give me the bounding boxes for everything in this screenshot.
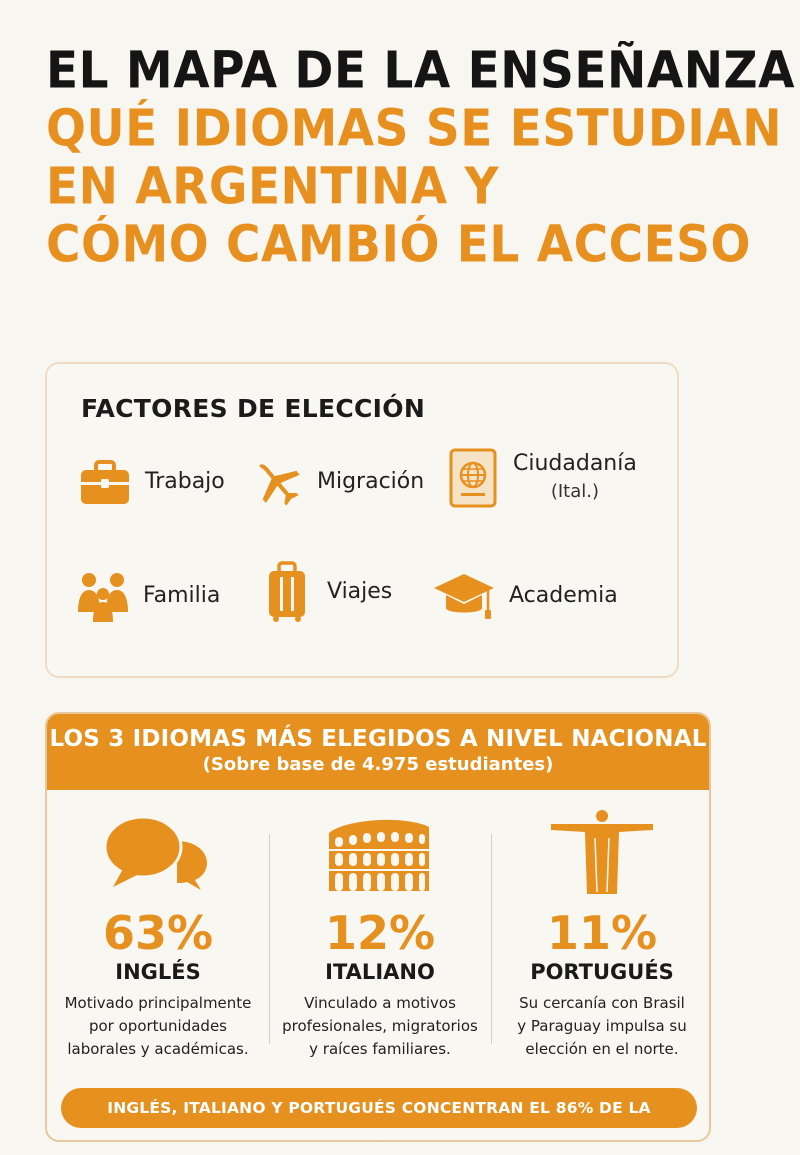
desc-line: profesionales, migratorios [282,1017,478,1035]
factor-label: Migración [317,469,425,494]
title-line-3: EN ARGENTINA Y [46,157,500,217]
factor-label: Viajes [327,579,393,604]
title-line-1: EL MAPA DE LA ENSEÑANZA: [46,41,800,101]
page-title: EL MAPA DE LA ENSEÑANZA: QUÉ IDIOMAS SE … [46,40,800,274]
factor-ciudadania: Ciudadanía (Ital.) [445,448,637,508]
speech-bubbles-icon [53,810,263,896]
language-description: Vinculado a motivos profesionales, migra… [275,992,485,1061]
desc-line: por oportunidades [88,1017,228,1035]
language-description: Motivado principalmente por oportunidade… [53,992,263,1061]
desc-line: Su cercanía con Brasil [519,994,685,1012]
briefcase-icon [77,454,133,510]
language-column-ingles: 63% INGLÉS Motivado principalmente por o… [53,810,263,1061]
desc-line: Vinculado a motivos [304,994,456,1012]
desc-line: laborales y académicas. [67,1040,249,1058]
factor-label-main: Ciudadanía [513,451,637,476]
language-name: ITALIANO [325,960,435,984]
factors-card: FACTORES DE ELECCIÓN Trabajo Migración [45,362,679,678]
language-percent: 63% [102,906,214,960]
language-name: PORTUGUÉS [530,960,674,984]
language-name: INGLÉS [115,960,201,984]
factor-viajes: Viajes [259,561,393,622]
column-divider [269,834,270,1044]
top-languages-header: LOS 3 IDIOMAS MÁS ELEGIDOS A NIVEL NACIO… [47,714,709,790]
graduation-cap-icon [431,568,497,624]
factor-label: Ciudadanía (Ital.) [513,450,637,506]
factor-academia: Academia [431,568,618,624]
top-languages-title: LOS 3 IDIOMAS MÁS ELEGIDOS A NIVEL NACIO… [49,726,707,752]
language-percent: 11% [546,906,658,960]
top-languages-subtitle: (Sobre base de 4.975 estudiantes) [202,754,554,775]
desc-line: Motivado principalmente [64,994,252,1012]
factor-label: Trabajo [145,469,225,494]
desc-line: elección en el norte. [525,1040,679,1058]
factor-trabajo: Trabajo [77,454,225,510]
passport-icon [445,448,501,508]
family-icon [75,568,131,624]
title-line-2: QUÉ IDIOMAS SE ESTUDIAN [46,99,783,159]
desc-line: y raíces familiares. [309,1040,451,1058]
language-column-italiano: 12% ITALIANO Vinculado a motivos profesi… [275,810,485,1061]
suitcase-icon [259,561,315,622]
factor-familia: Familia [75,568,220,624]
factor-migracion: Migración [249,454,424,510]
language-column-portugues: 11% PORTUGUÉS Su cercanía con Brasil y P… [497,810,707,1061]
summary-banner: INGLÉS, ITALIANO Y PORTUGUÉS CONCENTRAN … [61,1088,697,1140]
column-divider [491,834,492,1044]
language-percent: 12% [324,906,436,960]
language-description: Su cercanía con Brasil y Paraguay impuls… [497,992,707,1061]
christ-redeemer-icon [497,810,707,896]
factor-label-sub: (Ital.) [550,481,600,502]
factors-title: FACTORES DE ELECCIÓN [81,394,426,423]
colosseum-icon [275,810,485,896]
factor-label: Familia [143,583,221,608]
top-languages-card: LOS 3 IDIOMAS MÁS ELEGIDOS A NIVEL NACIO… [45,712,711,1142]
factor-label: Academia [509,583,618,608]
airplane-icon [249,454,305,510]
title-line-4: CÓMO CAMBIÓ EL ACCESO [46,215,751,275]
desc-line: y Paraguay impulsa su [517,1017,687,1035]
